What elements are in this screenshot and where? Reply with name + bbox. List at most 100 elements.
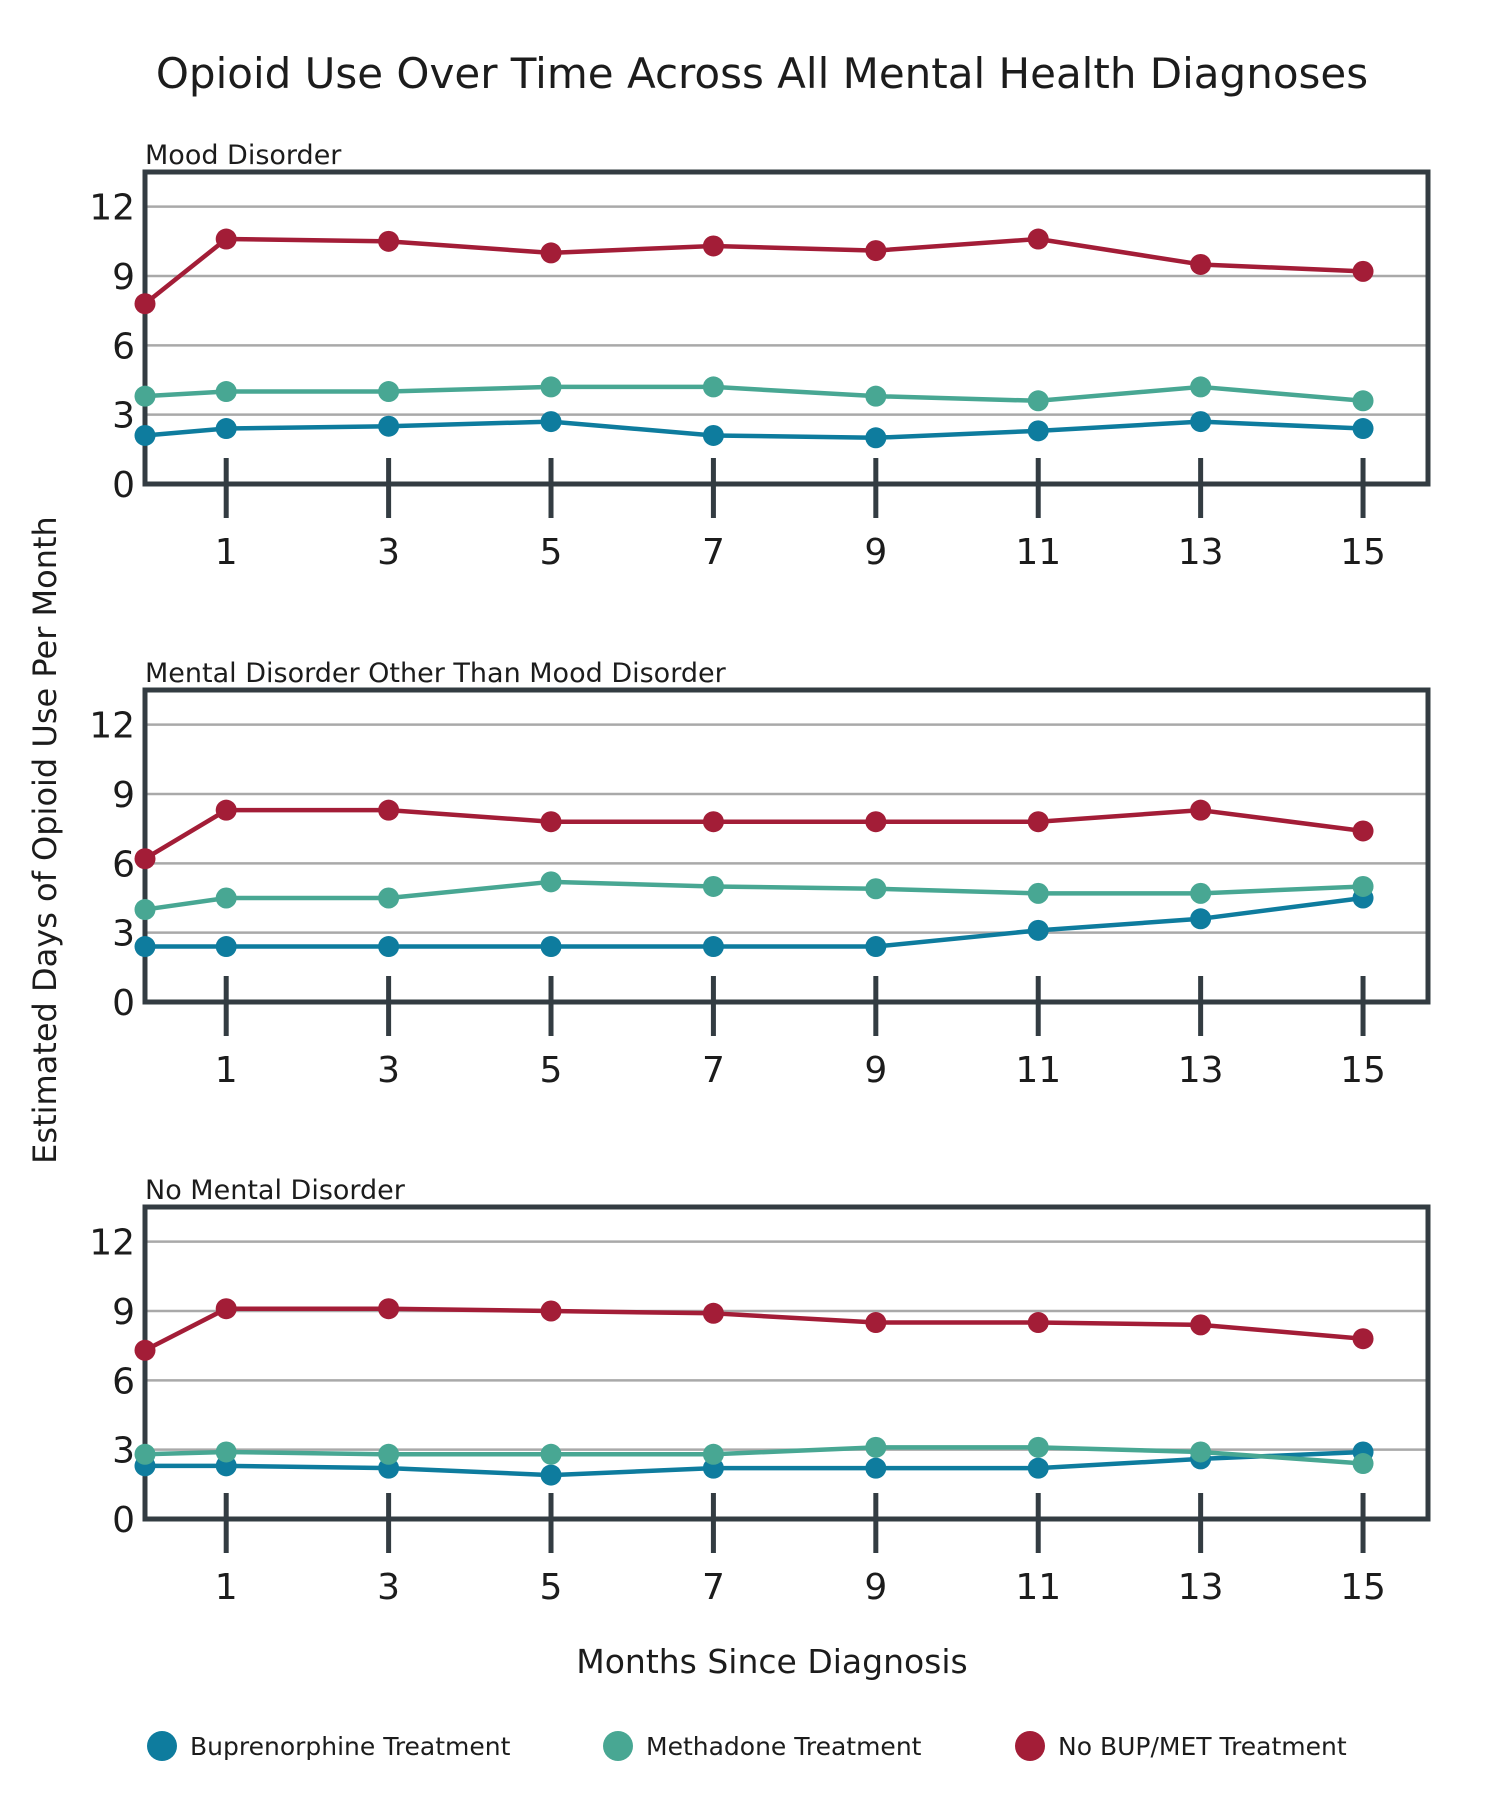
panel-title: No Mental Disorder (145, 1175, 406, 1206)
data-point (1352, 1453, 1374, 1475)
y-tick-label: 6 (112, 326, 135, 367)
x-tick-label: 7 (702, 532, 725, 573)
data-point (378, 936, 400, 958)
data-point (540, 411, 562, 433)
series-line (144, 879, 1364, 912)
data-point (1190, 411, 1212, 433)
y-tick-label: 6 (112, 1361, 135, 1402)
x-tick-label: 11 (1015, 532, 1061, 573)
data-point (378, 381, 400, 403)
data-point (1190, 1314, 1212, 1336)
data-point (702, 424, 724, 446)
data-point (865, 1312, 887, 1334)
data-point (215, 228, 237, 250)
panel-2: Mental Disorder Other Than Mood Disorder… (89, 658, 1431, 1091)
data-point (134, 899, 156, 921)
series-3 (134, 228, 1374, 315)
x-tick-label: 3 (377, 1567, 400, 1608)
data-point (215, 1298, 237, 1320)
series-1 (134, 1441, 1374, 1486)
data-point (1190, 376, 1212, 398)
data-point (1190, 799, 1212, 821)
data-point (865, 240, 887, 262)
y-tick-label: 0 (112, 983, 135, 1024)
y-tick-label: 0 (112, 1500, 135, 1541)
panel-title: Mental Disorder Other Than Mood Disorder (145, 658, 727, 689)
legend: Buprenorphine Treatment Methadone Treatme… (147, 1731, 1347, 1761)
data-point (378, 1443, 400, 1465)
data-point (702, 235, 724, 257)
series-line (144, 419, 1364, 441)
y-tick-label: 9 (112, 257, 135, 298)
data-point (134, 848, 156, 870)
data-point (1027, 1312, 1049, 1334)
series-3 (134, 799, 1374, 870)
y-tick-label: 12 (89, 1223, 135, 1264)
series-1 (134, 887, 1374, 958)
data-point (1352, 390, 1374, 412)
data-point (865, 385, 887, 407)
data-point (702, 1302, 724, 1324)
data-point (1352, 418, 1374, 440)
x-tick-label: 13 (1178, 532, 1224, 573)
data-point (702, 936, 724, 958)
series-1 (134, 411, 1374, 449)
x-tick-label: 13 (1178, 1050, 1224, 1091)
x-tick-label: 9 (864, 1567, 887, 1608)
y-tick-label: 9 (112, 775, 135, 816)
x-tick-label: 3 (377, 1050, 400, 1091)
y-axis-label: Estimated Days of Opioid Use Per Month (26, 516, 64, 1164)
legend-item: Buprenorphine Treatment (147, 1731, 511, 1761)
data-point (378, 230, 400, 252)
data-point (865, 811, 887, 833)
data-point (1352, 875, 1374, 897)
data-point (1027, 1457, 1049, 1479)
y-tick-label: 6 (112, 844, 135, 885)
legend-label: Buprenorphine Treatment (190, 1732, 511, 1761)
data-point (865, 1436, 887, 1458)
data-point (1352, 1328, 1374, 1350)
data-point (1027, 919, 1049, 941)
data-point (865, 936, 887, 958)
x-tick-label: 1 (215, 532, 238, 573)
data-point (540, 1300, 562, 1322)
legend-label: No BUP/MET Treatment (1058, 1732, 1347, 1761)
data-point (702, 1443, 724, 1465)
panel-frame (142, 169, 1431, 487)
data-point (215, 418, 237, 440)
data-point (134, 293, 156, 315)
y-tick-label: 12 (89, 188, 135, 229)
x-tick-label: 7 (702, 1567, 725, 1608)
data-point (215, 799, 237, 821)
x-tick-label: 11 (1015, 1567, 1061, 1608)
y-tick-label: 3 (112, 396, 135, 437)
legend-label: Methadone Treatment (646, 1732, 922, 1761)
data-point (134, 424, 156, 446)
x-tick-label: 13 (1178, 1567, 1224, 1608)
y-tick-label: 0 (112, 465, 135, 506)
data-point (378, 415, 400, 437)
series-line (145, 895, 1364, 949)
legend-item: Methadone Treatment (603, 1731, 922, 1761)
x-tick-label: 15 (1340, 532, 1386, 573)
x-tick-label: 9 (864, 1050, 887, 1091)
data-point (540, 376, 562, 398)
data-point (702, 376, 724, 398)
series-2 (134, 871, 1374, 921)
data-point (865, 427, 887, 449)
series-2 (134, 1436, 1374, 1475)
x-tick-label: 9 (864, 532, 887, 573)
panel-title: Mood Disorder (145, 140, 342, 171)
data-point (215, 936, 237, 958)
data-point (1027, 420, 1049, 442)
x-tick-label: 15 (1340, 1050, 1386, 1091)
data-point (865, 1457, 887, 1479)
data-point (1352, 260, 1374, 282)
x-axis-label: Months Since Diagnosis (576, 1642, 968, 1681)
panel-frame (142, 1204, 1431, 1522)
series-line (143, 1306, 1364, 1353)
data-point (215, 1441, 237, 1463)
data-point (1190, 253, 1212, 275)
